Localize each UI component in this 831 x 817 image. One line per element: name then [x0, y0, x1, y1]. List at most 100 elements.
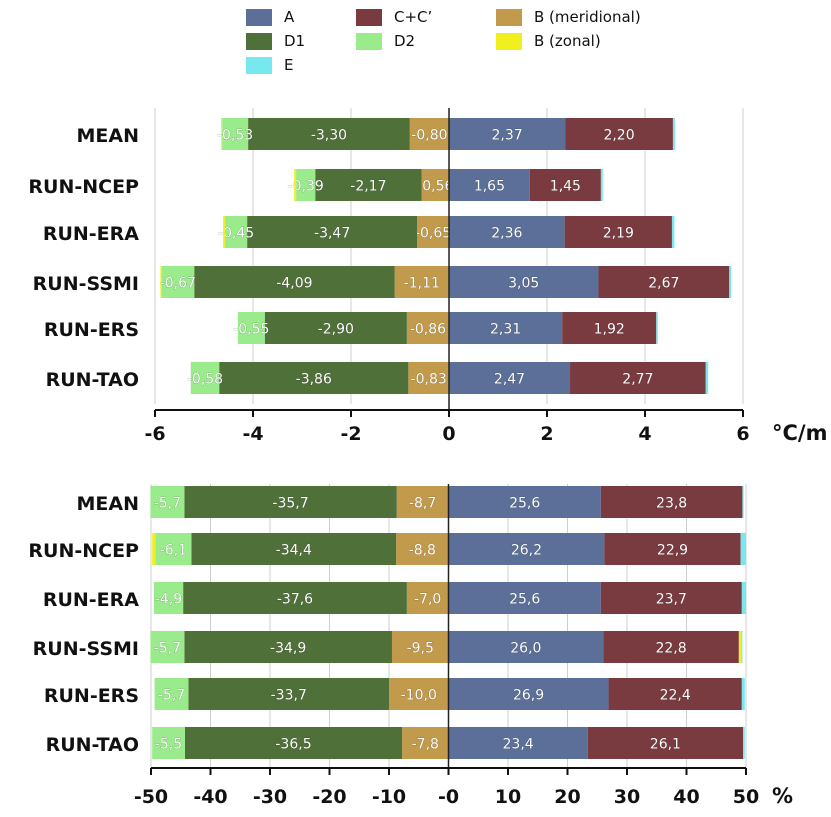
x-tick-label: 30: [614, 786, 640, 808]
bar-segment: [671, 216, 675, 248]
data-label: 22,8: [655, 641, 686, 657]
bar-segment: [705, 362, 709, 394]
data-label: 26,1: [650, 737, 681, 753]
data-label: -10,0: [401, 688, 437, 704]
bar-segment: [448, 727, 588, 759]
data-label: 2,19: [603, 226, 634, 242]
bar-segment: [656, 312, 658, 344]
legend-item: D1: [246, 32, 305, 50]
bar-segment: [396, 533, 449, 565]
legend-label: D1: [284, 32, 306, 50]
bar-segment: [448, 631, 604, 663]
bar-segment: [237, 312, 265, 344]
bar-segment: [449, 362, 571, 394]
bar-segment: [184, 631, 392, 663]
bar-segment: [184, 727, 403, 759]
data-label: -8,8: [409, 543, 436, 559]
data-label: 2,37: [491, 128, 522, 144]
data-label: -35,7: [272, 496, 308, 512]
data-label: -4,09: [276, 276, 312, 292]
bar-segment: [529, 169, 601, 201]
legend-label: B (zonal): [534, 32, 601, 50]
x-tick-label: 6: [736, 423, 749, 445]
bar-segment: [223, 216, 226, 248]
bar-segment: [294, 169, 297, 201]
data-label: -36,5: [275, 737, 311, 753]
x-tick-label: -4: [242, 423, 263, 445]
bar-segment: [191, 533, 397, 565]
data-label: 2,47: [494, 372, 525, 388]
x-tick-label: 0: [442, 423, 455, 445]
legend-label: E: [284, 56, 294, 74]
legend-swatch: [496, 8, 522, 26]
bar-segment: [264, 312, 407, 344]
bar-segment: [587, 727, 744, 759]
data-label: -4,9: [155, 592, 182, 608]
data-label: 2,77: [622, 372, 653, 388]
data-label: 22,4: [660, 688, 691, 704]
bar-segment: [222, 118, 249, 150]
bar-segment: [396, 486, 449, 518]
x-tick-label: -0: [438, 786, 459, 808]
bar-segment: [448, 582, 601, 614]
x-tick-label: -6: [144, 423, 165, 445]
data-label: -0,39: [288, 179, 324, 195]
category-label: RUN-TAO: [46, 734, 139, 756]
legend-label: C+C’: [394, 8, 433, 26]
x-tick-label: -40: [193, 786, 227, 808]
data-label: -7,0: [414, 592, 441, 608]
bar-segment: [417, 216, 449, 248]
bar-segment: [449, 118, 566, 150]
category-label: RUN-ERS: [44, 319, 139, 341]
data-label: -5,7: [154, 496, 181, 512]
data-label: 1,92: [594, 322, 625, 338]
category-label: RUN-SSMI: [33, 273, 139, 295]
category-label: RUN-ERA: [43, 589, 139, 611]
bar-segment: [409, 118, 449, 150]
x-tick-label: -50: [134, 786, 168, 808]
bar-segment: [672, 118, 675, 150]
bar-segment: [600, 169, 603, 201]
data-label: -2,17: [350, 179, 386, 195]
bar-segment: [565, 118, 673, 150]
x-tick-label: 10: [495, 786, 521, 808]
bar-segment: [406, 312, 449, 344]
bar-segment: [184, 486, 397, 518]
bar-segment: [248, 118, 410, 150]
bar-segment: [448, 533, 605, 565]
data-label: -9,5: [407, 641, 434, 657]
bar-segment: [449, 169, 530, 201]
bar-segment: [402, 727, 449, 759]
bar-segment: [221, 118, 223, 150]
data-label: 1,65: [474, 179, 505, 195]
data-label: -33,7: [271, 688, 307, 704]
legend-label: B (meridional): [534, 8, 641, 26]
bar-segment: [150, 486, 185, 518]
bar-segment: [600, 582, 742, 614]
bar-segment: [598, 266, 730, 298]
bar-segment: [391, 631, 449, 663]
bar-segment: [225, 216, 248, 248]
category-label: RUN-ERA: [43, 223, 139, 245]
bar-segment: [150, 631, 185, 663]
data-label: -0,56: [417, 179, 453, 195]
bar-segment: [190, 362, 220, 394]
x-unit-label: °C/m: [772, 421, 827, 445]
legend-swatch: [496, 32, 522, 50]
legend-label: A: [284, 8, 295, 26]
bar-segment: [194, 266, 395, 298]
x-unit-label: %: [772, 784, 793, 808]
bar-segment: [738, 631, 742, 663]
bar-segment: [743, 727, 745, 759]
legend-item: B (zonal): [496, 32, 601, 50]
legend: A C+C’ B (meridional) D1 D2 B (zonal) E: [246, 8, 666, 82]
bar-segment: [740, 533, 746, 565]
bar-segment: [603, 631, 739, 663]
legend-swatch: [356, 8, 382, 26]
category-label: RUN-SSMI: [33, 638, 139, 660]
data-label: 25,6: [509, 496, 540, 512]
data-label: -7,8: [412, 737, 439, 753]
bar-segment: [741, 631, 743, 663]
